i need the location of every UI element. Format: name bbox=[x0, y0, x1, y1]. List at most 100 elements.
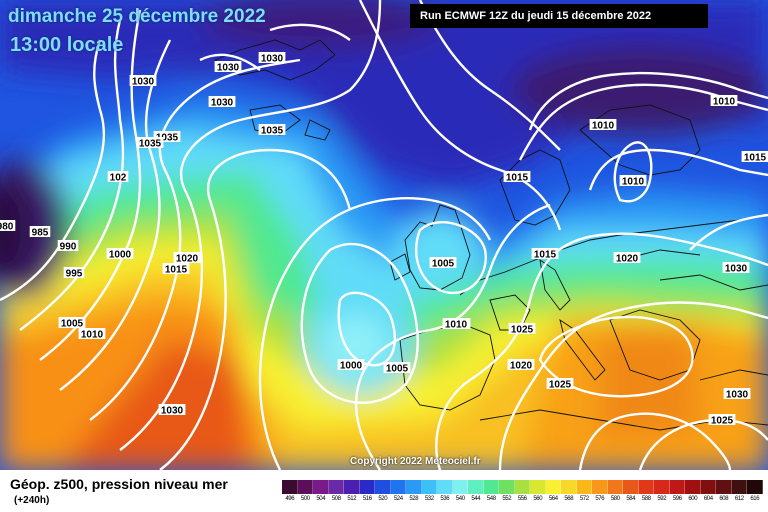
scale-label: 592 bbox=[657, 496, 667, 502]
scale-swatch bbox=[437, 480, 453, 494]
pressure-label: 1015 bbox=[744, 153, 767, 164]
scale-step: 596 bbox=[669, 480, 685, 504]
scale-step: 556 bbox=[514, 480, 530, 504]
pressure-label: 1030 bbox=[261, 54, 284, 65]
scale-step: 584 bbox=[623, 480, 639, 504]
pressure-label: 1035 bbox=[139, 139, 162, 150]
pressure-label-bg bbox=[722, 262, 750, 273]
pressure-label: 1005 bbox=[61, 319, 84, 330]
pressure-label-bg bbox=[129, 75, 157, 86]
scale-step: 560 bbox=[530, 480, 546, 504]
pressure-label-bg bbox=[78, 328, 106, 339]
pressure-label: 1030 bbox=[217, 63, 240, 74]
pressure-label-bg bbox=[258, 52, 286, 63]
isobars bbox=[0, 0, 768, 470]
pressure-label-bg bbox=[57, 240, 79, 251]
scale-label: 496 bbox=[285, 496, 295, 502]
scale-label: 600 bbox=[688, 496, 698, 502]
pressure-label-bg bbox=[58, 317, 86, 328]
scale-swatch bbox=[359, 480, 375, 494]
scale-step: 548 bbox=[483, 480, 499, 504]
scale-step: 564 bbox=[545, 480, 561, 504]
scale-label: 596 bbox=[672, 496, 682, 502]
pressure-label: 1010 bbox=[445, 320, 468, 331]
pressure-label: 1035 bbox=[156, 133, 179, 144]
pressure-label-bg bbox=[63, 267, 85, 278]
scale-swatch bbox=[390, 480, 406, 494]
scale-swatch bbox=[483, 480, 499, 494]
weather-map: 1030103010301030103510351035102980985990… bbox=[0, 0, 768, 470]
pressure-label-bg bbox=[0, 220, 16, 231]
pressure-label-bg bbox=[613, 252, 641, 263]
pressure-label-bg bbox=[546, 378, 574, 389]
scale-step: 604 bbox=[700, 480, 716, 504]
scale-label: 532 bbox=[424, 496, 434, 502]
pressure-label: 1020 bbox=[176, 254, 199, 265]
pressure-label: 1015 bbox=[165, 265, 188, 276]
scale-swatch bbox=[499, 480, 515, 494]
scale-label: 604 bbox=[703, 496, 713, 502]
scale-step: 600 bbox=[685, 480, 701, 504]
scale-label: 536 bbox=[440, 496, 450, 502]
pressure-label: 1035 bbox=[261, 126, 284, 137]
pressure-label-bg bbox=[337, 359, 365, 370]
scale-step: 496 bbox=[282, 480, 298, 504]
scale-swatch bbox=[716, 480, 732, 494]
scale-label: 524 bbox=[393, 496, 403, 502]
scale-label: 500 bbox=[300, 496, 310, 502]
chart-title: Géop. z500, pression niveau mer bbox=[10, 476, 228, 492]
scale-step: 512 bbox=[344, 480, 360, 504]
scale-label: 540 bbox=[455, 496, 465, 502]
scale-label: 588 bbox=[641, 496, 651, 502]
pressure-label-bg bbox=[429, 257, 457, 268]
scale-step: 504 bbox=[313, 480, 329, 504]
scale-swatch bbox=[406, 480, 422, 494]
scale-swatch bbox=[654, 480, 670, 494]
pressure-label: 1010 bbox=[622, 177, 645, 188]
pressure-label-bg bbox=[153, 131, 181, 142]
scale-swatch bbox=[344, 480, 360, 494]
pressure-label-bg bbox=[507, 359, 535, 370]
scale-label: 616 bbox=[750, 496, 760, 502]
pressure-label-bg bbox=[708, 414, 736, 425]
pressure-label: 1005 bbox=[386, 364, 409, 375]
scale-step: 520 bbox=[375, 480, 391, 504]
scale-swatch bbox=[747, 480, 763, 494]
pressure-labels: 1030103010301030103510351035102980985990… bbox=[0, 52, 768, 427]
forecast-date: dimanche 25 décembre 2022 bbox=[8, 6, 266, 27]
scale-step: 588 bbox=[638, 480, 654, 504]
forecast-lead-time: (+240h) bbox=[14, 495, 50, 506]
model-run-banner: Run ECMWF 12Z du jeudi 15 décembre 2022 bbox=[410, 4, 708, 28]
pressure-label: 995 bbox=[66, 269, 83, 280]
scale-step: 500 bbox=[297, 480, 313, 504]
copyright-notice: Copyright 2022 Meteociel.fr bbox=[350, 456, 481, 467]
pressure-label: 1030 bbox=[726, 390, 749, 401]
scale-swatch bbox=[514, 480, 530, 494]
pressure-label-bg bbox=[208, 96, 236, 107]
pressure-label: 985 bbox=[32, 228, 49, 239]
pressure-label-bg bbox=[107, 171, 129, 182]
pressure-label: 1030 bbox=[161, 406, 184, 417]
scale-step: 616 bbox=[747, 480, 763, 504]
pressure-label: 1010 bbox=[81, 330, 104, 341]
scale-swatch bbox=[623, 480, 639, 494]
pressure-label-bg bbox=[710, 95, 738, 106]
scale-swatch bbox=[545, 480, 561, 494]
pressure-label-bg bbox=[503, 171, 531, 182]
scale-swatch bbox=[530, 480, 546, 494]
color-scale: 496 500 504 508 512 516 520 524 528 532 536 540 544 5… bbox=[282, 480, 763, 504]
pressure-label: 1030 bbox=[725, 264, 748, 275]
pressure-label-bg bbox=[442, 318, 470, 329]
scale-label: 572 bbox=[579, 496, 589, 502]
pressure-label-bg bbox=[136, 137, 164, 148]
scale-label: 552 bbox=[502, 496, 512, 502]
scale-step: 608 bbox=[716, 480, 732, 504]
scale-label: 584 bbox=[626, 496, 636, 502]
pressure-label: 1010 bbox=[592, 121, 615, 132]
pressure-label-bg bbox=[106, 248, 134, 259]
scale-swatch bbox=[421, 480, 437, 494]
scale-step: 572 bbox=[576, 480, 592, 504]
coastlines bbox=[213, 39, 768, 431]
scale-swatch bbox=[592, 480, 608, 494]
